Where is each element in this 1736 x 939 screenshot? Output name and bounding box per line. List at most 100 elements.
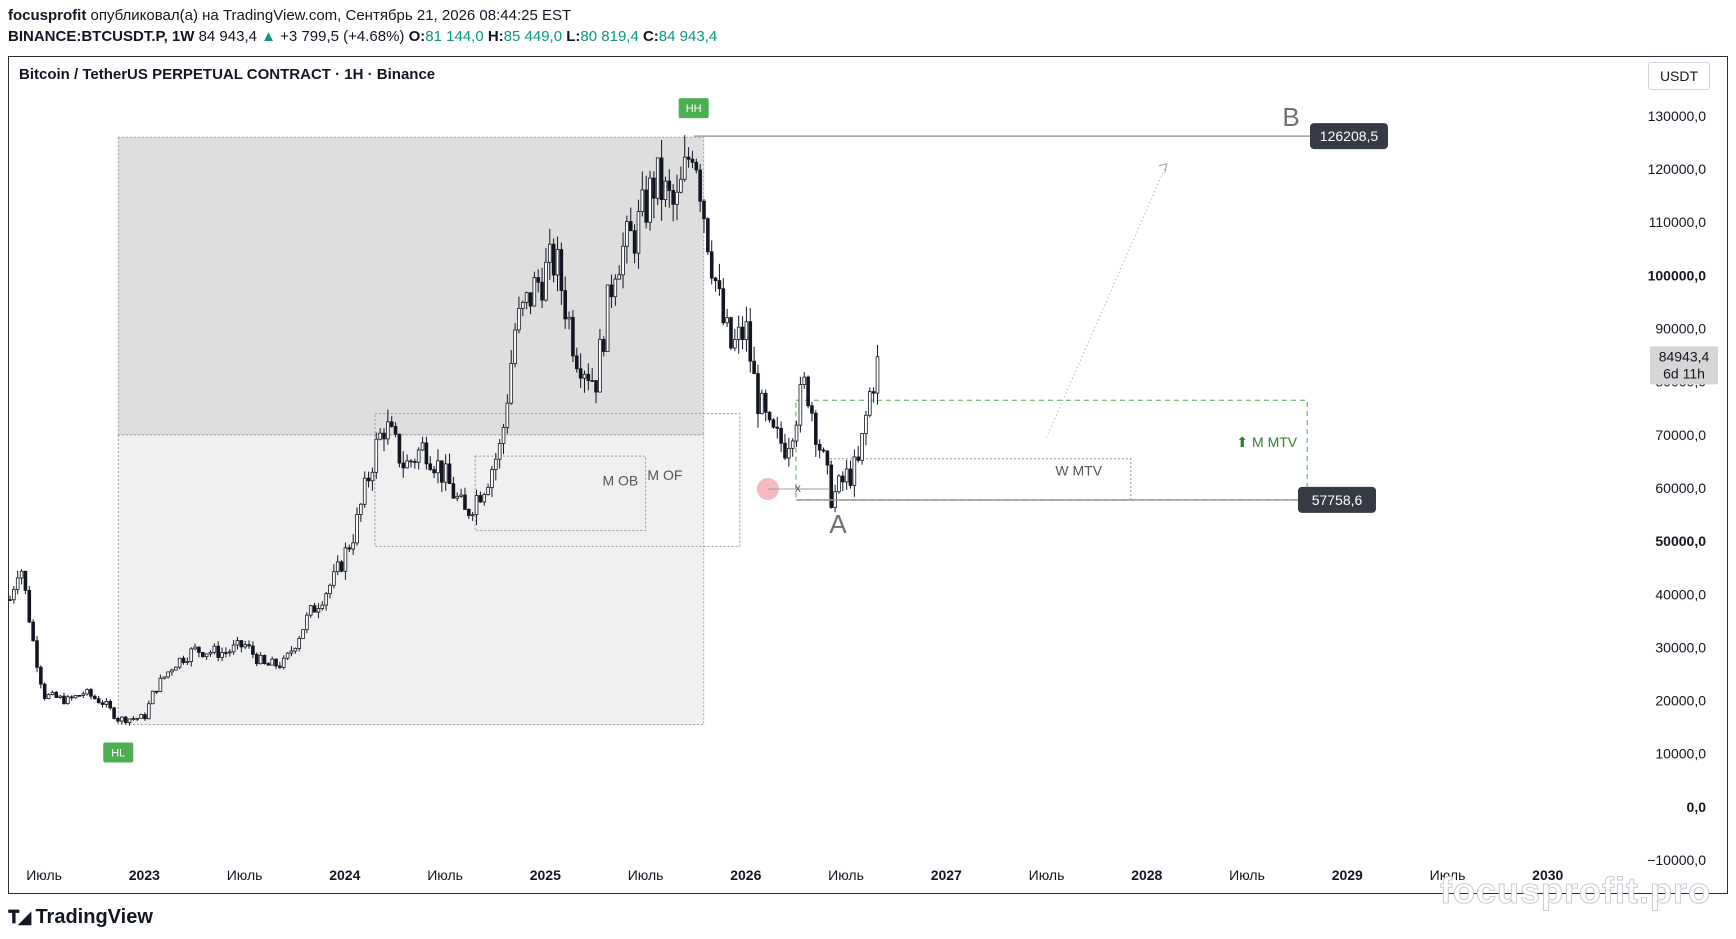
candle-body[interactable] — [193, 646, 197, 650]
candle-body[interactable] — [706, 218, 710, 253]
candle-body[interactable] — [648, 177, 652, 223]
candle-body[interactable] — [775, 426, 780, 429]
candle-body[interactable] — [173, 666, 178, 671]
candle-body[interactable] — [181, 657, 186, 663]
candle-body[interactable] — [235, 640, 240, 646]
candle-body[interactable] — [328, 584, 332, 595]
candle-body[interactable] — [733, 339, 737, 349]
candle-body[interactable] — [736, 326, 741, 340]
candle-body[interactable] — [96, 698, 101, 704]
swing-label-hh[interactable] — [678, 98, 709, 119]
candle-body[interactable] — [297, 638, 301, 649]
candle-body[interactable] — [428, 463, 433, 470]
candle-body[interactable] — [586, 373, 591, 382]
candle-body[interactable] — [829, 464, 834, 508]
candle-body[interactable] — [763, 392, 768, 413]
candle-body[interactable] — [640, 189, 645, 212]
tradingview-logo[interactable]: 𝐓◢ TradingView — [8, 906, 153, 929]
candle-body[interactable] — [108, 701, 113, 709]
candle-body[interactable] — [841, 475, 845, 483]
candle-body[interactable] — [767, 411, 772, 421]
candle-body[interactable] — [19, 570, 24, 579]
candle-body[interactable] — [713, 277, 718, 282]
candle-body[interactable] — [698, 169, 702, 202]
candle-body[interactable] — [343, 547, 348, 572]
candle-body[interactable] — [856, 456, 861, 461]
candle-body[interactable] — [867, 391, 872, 416]
candle-body[interactable] — [42, 683, 47, 699]
candle-body[interactable] — [825, 450, 830, 466]
projection-arrow[interactable] — [1046, 163, 1168, 438]
candle-body[interactable] — [370, 471, 375, 482]
candle-body[interactable] — [667, 180, 672, 191]
candle-body[interactable] — [139, 714, 143, 719]
candle-body[interactable] — [204, 653, 209, 658]
candle-body[interactable] — [675, 191, 679, 205]
currency-button[interactable]: USDT — [1648, 62, 1710, 90]
candle-body[interactable] — [386, 421, 390, 440]
candle-body[interactable] — [158, 677, 163, 692]
candle-body[interactable] — [671, 190, 675, 205]
candle-body[interactable] — [335, 561, 340, 573]
candle-body[interactable] — [459, 494, 463, 497]
candle-body[interactable] — [320, 604, 325, 609]
candle-body[interactable] — [58, 695, 62, 698]
candle-body[interactable] — [200, 652, 205, 658]
candle-body[interactable] — [177, 657, 182, 668]
candle-body[interactable] — [185, 661, 190, 663]
candle-body[interactable] — [536, 277, 541, 283]
candle-body[interactable] — [571, 316, 575, 357]
candle-body[interactable] — [520, 301, 525, 309]
candle-body[interactable] — [413, 461, 417, 463]
candle-body[interactable] — [470, 514, 475, 517]
candle-body[interactable] — [389, 421, 394, 427]
candle-body[interactable] — [702, 200, 706, 220]
candle-body[interactable] — [100, 702, 105, 705]
candle-body[interactable] — [270, 658, 274, 666]
zone-range-discount[interactable] — [117, 434, 705, 725]
candle-body[interactable] — [170, 669, 174, 673]
candle-body[interactable] — [305, 614, 309, 631]
candle-body[interactable] — [659, 157, 664, 200]
candle-body[interactable] — [563, 290, 568, 320]
candle-body[interactable] — [686, 156, 691, 160]
candle-body[interactable] — [289, 650, 294, 654]
candle-body[interactable] — [517, 308, 521, 331]
candle-body[interactable] — [347, 547, 352, 550]
candle-body[interactable] — [208, 651, 213, 655]
candle-body[interactable] — [740, 326, 745, 341]
candle-body[interactable] — [35, 640, 39, 668]
candle-body[interactable] — [497, 443, 502, 460]
candle-body[interactable] — [806, 376, 810, 407]
candle-body[interactable] — [875, 356, 880, 394]
candle-body[interactable] — [147, 703, 151, 720]
candle-body[interactable] — [636, 211, 641, 254]
zone-m-mtv[interactable] — [795, 399, 1308, 501]
candle-body[interactable] — [451, 483, 456, 499]
chart-frame[interactable] — [8, 56, 1728, 894]
candle-body[interactable] — [62, 695, 66, 705]
candle-body[interactable] — [266, 663, 271, 666]
candle-body[interactable] — [817, 444, 822, 451]
candle-body[interactable] — [143, 714, 147, 720]
candle-body[interactable] — [197, 646, 201, 653]
candle-body[interactable] — [436, 460, 440, 474]
candle-body[interactable] — [848, 468, 853, 486]
candle-body[interactable] — [440, 460, 444, 483]
candle-body[interactable] — [798, 384, 803, 426]
candle-body[interactable] — [864, 414, 868, 434]
candle-body[interactable] — [582, 373, 587, 379]
candle-body[interactable] — [794, 424, 799, 442]
candle-body[interactable] — [247, 644, 251, 647]
candle-body[interactable] — [559, 249, 564, 291]
candle-body[interactable] — [632, 230, 637, 254]
candle-body[interactable] — [752, 360, 756, 375]
candle-body[interactable] — [860, 433, 864, 461]
candle-body[interactable] — [424, 442, 429, 465]
candle-body[interactable] — [655, 157, 660, 199]
candle-body[interactable] — [104, 701, 109, 705]
candle-body[interactable] — [85, 689, 89, 695]
candle-body[interactable] — [447, 463, 452, 485]
candle-body[interactable] — [694, 161, 699, 171]
candle-body[interactable] — [490, 469, 494, 488]
